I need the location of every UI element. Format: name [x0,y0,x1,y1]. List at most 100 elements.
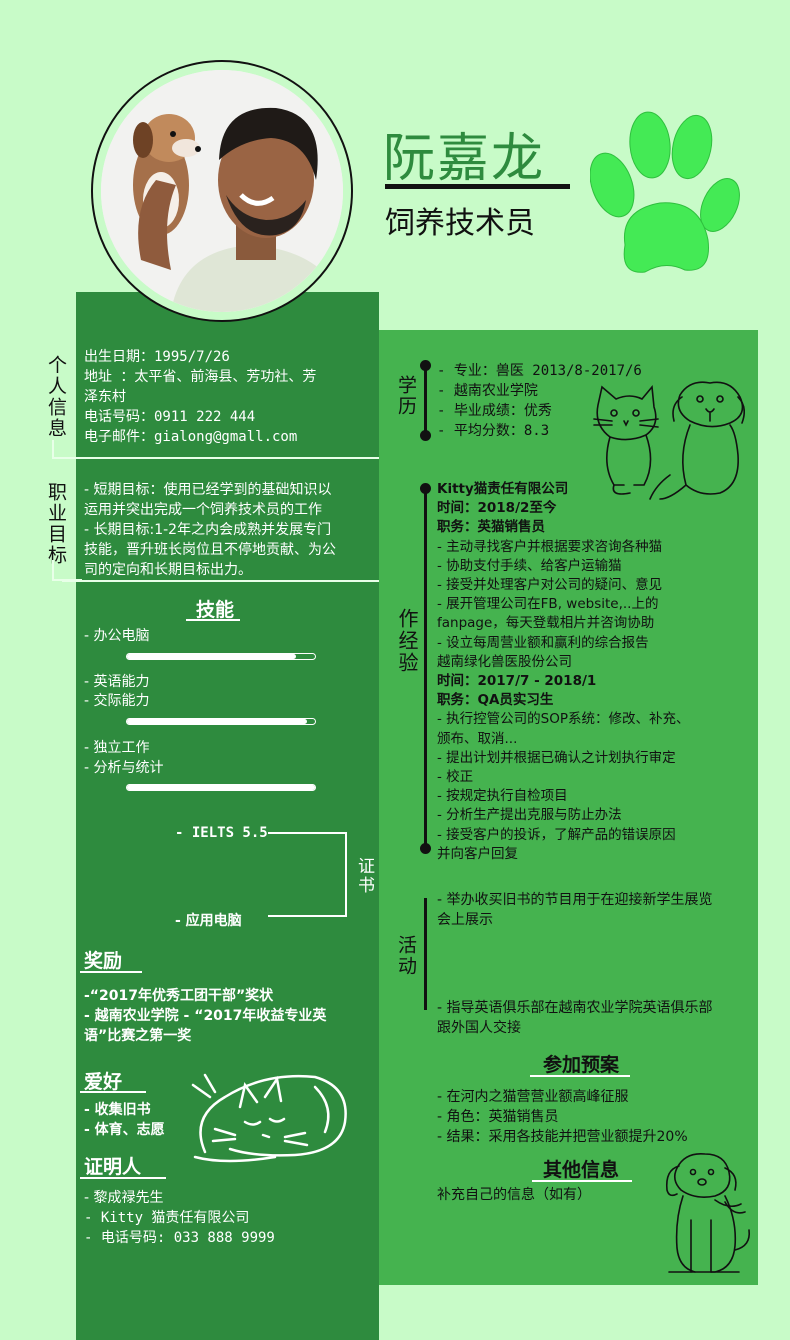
experience-line: 颁布、取消... [437,730,518,747]
experience-line: - 协助支付手续、给客户运输猫 [437,557,622,574]
education-line: - 越南农业学院 [437,383,538,399]
title-underline [186,619,240,621]
skill-bar [126,718,316,725]
projects-block: - 在河内之猫营营业额高峰征服 - 角色：英猫销售员 - 结果：采用各技能并把营… [437,1087,688,1147]
left-column [76,292,379,1340]
divider [62,457,379,459]
work-experience-label: 作经验 [395,608,419,674]
personal-info-block: 出生日期：1995/7/26 地址 ：太平省、前海县、芳功社、芳 泽东村 电话号… [84,347,376,447]
hobbies-block: - 收集旧书 - 体育、志愿 [84,1100,165,1140]
skill-item: - 办公电脑 [84,628,150,644]
experience-line: - 提出计划并根据已确认之计划执行审定 [437,749,676,766]
activity-item: - 举办收买旧书的节目用于在迎接新学生展览 会上展示 [437,890,762,930]
career-goal-block: - 短期目标：使用已经学到的基础知识以 运用并突出完成一个饲养技术员的工作 - … [84,480,379,580]
skills-title: 技能 [196,599,235,621]
timeline-dot [420,360,431,371]
timeline-dot [420,843,431,854]
experience-line: - 主动寻找客户并根据要求咨询各种猫 [437,538,663,555]
title-underline [80,971,142,973]
name-heading: 阮嘉龙 [383,129,546,189]
goal-line: 技能，晋升班长岗位且不停地贡献、为公 [84,542,336,558]
hobby-item: - 体育、志愿 [84,1122,165,1138]
certificate-item: - 应用电脑 [175,913,242,929]
divider [62,580,379,582]
hobby-item: - 收集旧书 [84,1102,151,1118]
email: 电子邮件：gialong@gmall.com [84,429,298,445]
experience-line: 越南绿化兽医股份公司 [437,653,572,670]
goal-line: 司的定向和长期目标出力。 [84,562,252,578]
address-line: 地址 ：太平省、前海县、芳功社、芳 [84,369,317,385]
award-line: 语”比赛之第一奖 [84,1028,192,1044]
goal-line: - 短期目标：使用已经学到的基础知识以 [84,482,332,498]
hobbies-title: 爱好 [84,1071,123,1093]
paw-print-icon [590,111,740,273]
references-block: - 黎成禄先生 - Kitty 猫责任有限公司 - 电话号码: 033 888 … [84,1188,275,1248]
job-title: 饲养技术员 [385,206,535,241]
experience-line: Kitty猫责任有限公司 [437,481,569,497]
birth-date: 出生日期：1995/7/26 [84,349,230,365]
experience-line: - 按规定执行自检项目 [437,788,568,805]
experience-line: - 校正 [437,769,474,786]
awards-block: -“2017年优秀工团干部”奖状 - 越南农业学院 - “2017年收益专业英 … [84,986,376,1046]
phone: 电话号码：0911 222 444 [84,409,256,425]
title-underline [530,1075,630,1077]
references-title: 证明人 [84,1156,142,1178]
experience-line: 时间：2018/2至今 [437,500,557,517]
activity-line: - 举办收买旧书的节目用于在迎接新学生展览 [437,892,713,908]
label-bracket [52,560,82,581]
experience-line: - 接受客户的投诉，了解产品的错误原因 [437,826,676,843]
experience-line: 职务：QA员实习生 [437,692,554,709]
experience-line: - 接受并处理客户对公司的疑问、意见 [437,577,663,594]
other-info-text: 补充自己的信息（如有） [437,1187,591,1203]
label-bracket [52,440,82,459]
certificate-label: 证书 [354,857,374,895]
name-underline [385,184,570,189]
certificate-bracket [268,832,347,917]
skill-item: - 交际能力 [84,693,150,709]
skill-item: - 独立工作 [84,740,150,756]
timeline [424,490,427,852]
projects-title: 参加预案 [543,1054,620,1076]
awards-title: 奖励 [84,950,123,972]
title-underline [80,1091,146,1093]
project-line: - 角色：英猫销售员 [437,1109,559,1125]
address-line: 泽东村 [84,389,126,405]
activity-line: 跟外国人交接 [437,1020,521,1036]
project-line: - 在河内之猫营营业额高峰征服 [437,1089,629,1105]
title-underline [80,1177,166,1179]
experience-line: 职务：英猫销售员 [437,519,545,536]
avatar [91,60,353,322]
experience-line: fanpage，每天登载相片并咨询协助 [437,615,655,632]
goal-line: 运用并突出完成一个饲养技术员的工作 [84,502,322,518]
timeline-dot [420,430,431,441]
award-line: -“2017年优秀工团干部”奖状 [84,988,274,1004]
reference-line: - 黎成禄先生 [84,1190,164,1206]
experience-line: 并向客户回复 [437,845,518,862]
activities-label: 活动 [395,935,417,977]
activity-line: 会上展示 [437,912,493,928]
personal-info-label: 个人信息 [45,355,67,439]
timeline [424,898,427,1010]
other-info-title: 其他信息 [543,1159,620,1181]
reference-line: - Kitty 猫责任有限公司 [84,1210,250,1226]
work-experience-block: Kitty猫责任有限公司 时间：2018/2至今 职务：英猫销售员 - 主动寻找客户并… [437,480,759,864]
career-goal-label: 职业目标 [45,482,67,566]
right-panel [379,330,758,1285]
education-line: - 平均分数：8.3 [437,423,550,439]
experience-line: - 分析生产提出克服与防止办法 [437,807,622,824]
reference-line: - 电话号码: 033 888 9999 [84,1230,275,1246]
profile-photo [101,70,343,312]
experience-line: 时间：2017/7 - 2018/1 [437,673,597,690]
timeline-dot [420,483,431,494]
skill-bar [126,784,316,791]
sitting-dog-icon [665,1152,751,1273]
education-line: - 毕业成绩：优秀 [437,403,552,419]
education-line: - 专业：兽医 2013/8-2017/6 [437,363,642,379]
activity-item: - 指导英语俱乐部在越南农业学院英语俱乐部 跟外国人交接 [437,998,762,1038]
skill-item: - 英语能力 [84,674,150,690]
experience-line: - 执行控管公司的SOP系统：修改、补充、 [437,711,690,728]
skill-item: - 分析与统计 [84,760,164,776]
project-line: - 结果：采用各技能并把营业额提升20% [437,1129,688,1145]
skill-bar [126,653,316,660]
certificate-item: - IELTS 5.5 [175,825,268,841]
